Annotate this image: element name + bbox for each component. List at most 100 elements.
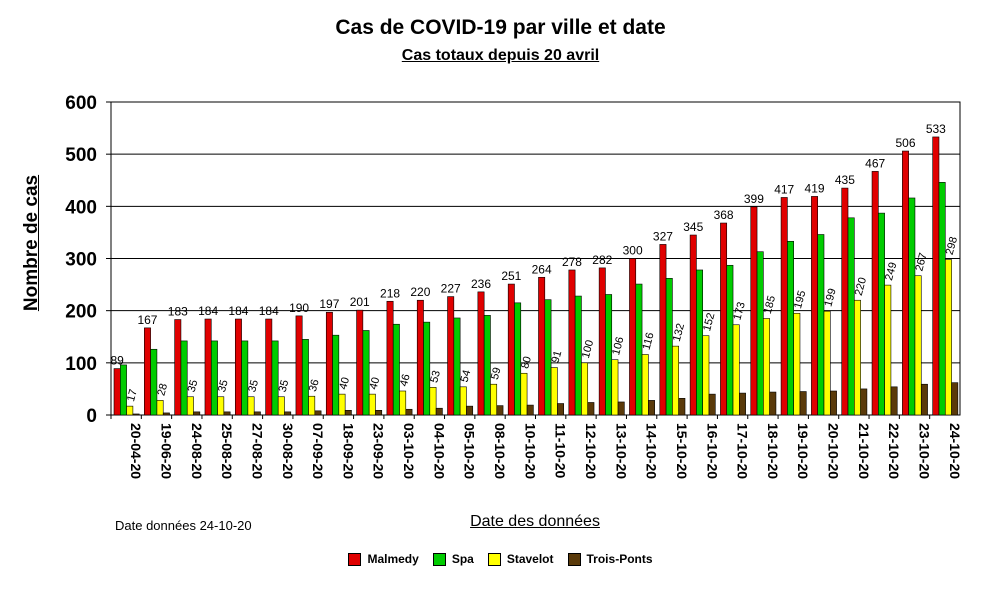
- bar-malmedy: [325, 311, 333, 416]
- bar-spa: [514, 302, 522, 416]
- data-label-malmedy: 417: [774, 182, 794, 196]
- y-tick-label: 400: [65, 197, 97, 218]
- bar-stavelot: [126, 405, 134, 416]
- x-tick-label: 18-09-20: [340, 423, 356, 479]
- data-label-malmedy: 419: [805, 181, 825, 195]
- bar-stavelot: [823, 310, 831, 416]
- bar-trois-ponts: [769, 391, 777, 416]
- data-label-malmedy: 184: [228, 304, 248, 318]
- x-tick-label: 17-10-20: [735, 423, 751, 479]
- data-date-note: Date données 24-10-20: [115, 518, 252, 533]
- bar-malmedy: [538, 276, 546, 416]
- bar-trois-ponts: [557, 403, 565, 416]
- bar-trois-ponts: [162, 412, 170, 416]
- bar-trois-ponts: [860, 388, 868, 416]
- bar-malmedy: [447, 296, 455, 416]
- x-tick-label: 23-10-20: [917, 423, 933, 479]
- bar-spa: [544, 299, 552, 416]
- bar-malmedy: [841, 187, 849, 416]
- bar-stavelot: [732, 324, 740, 416]
- x-tick-label: 04-10-20: [431, 423, 447, 479]
- bar-spa: [908, 197, 916, 416]
- bar-trois-ponts: [526, 404, 534, 416]
- legend-item-malmedy: Malmedy: [348, 552, 419, 566]
- data-label-stavelot: 173: [731, 301, 747, 322]
- bar-trois-ponts: [132, 413, 140, 416]
- data-label-malmedy: 506: [895, 136, 915, 150]
- bar-trois-ponts: [223, 411, 231, 416]
- chart-title: Cas de COVID-19 par ville et date: [335, 16, 666, 39]
- bar-trois-ponts: [799, 391, 807, 416]
- bar-malmedy: [416, 299, 424, 416]
- bar-stavelot: [944, 259, 952, 416]
- legend: Malmedy Spa Stavelot Trois-Ponts: [0, 552, 1001, 566]
- data-label-malmedy: 533: [926, 122, 946, 136]
- y-tick-label: 0: [86, 406, 97, 427]
- bar-spa: [817, 234, 825, 416]
- bar-stavelot: [277, 396, 285, 416]
- data-label-malmedy: 184: [198, 304, 218, 318]
- bar-malmedy: [598, 267, 606, 416]
- x-tick-label: 16-10-20: [704, 423, 720, 479]
- bar-malmedy: [902, 150, 909, 416]
- data-label-stavelot: 40: [368, 376, 383, 391]
- bar-spa: [847, 217, 855, 416]
- bar-stavelot: [338, 393, 346, 416]
- x-tick-label: 10-10-20: [522, 423, 538, 479]
- bar-spa: [210, 340, 218, 416]
- bar-spa: [241, 340, 249, 416]
- data-label-stavelot: 28: [155, 382, 170, 397]
- legend-label-trois-ponts: Trois-Ponts: [586, 552, 653, 566]
- x-tick-label: 03-10-20: [401, 423, 417, 479]
- bar-trois-ponts: [375, 410, 383, 416]
- data-label-malmedy: 220: [410, 285, 430, 299]
- x-tick-label: 07-09-20: [310, 423, 326, 479]
- data-label-malmedy: 167: [137, 313, 157, 327]
- bar-trois-ponts: [920, 383, 928, 416]
- data-label-malmedy: 278: [562, 255, 582, 269]
- y-tick-label: 300: [65, 250, 97, 271]
- data-label-stavelot: 267: [913, 252, 929, 273]
- data-label-stavelot: 35: [216, 379, 231, 394]
- bar-malmedy: [204, 318, 212, 416]
- bar-trois-ponts: [253, 411, 261, 416]
- bar-trois-ponts: [739, 392, 746, 416]
- bar-stavelot: [186, 396, 194, 416]
- bar-malmedy: [689, 234, 697, 416]
- bar-spa: [726, 264, 734, 416]
- y-tick-label: 600: [65, 93, 97, 114]
- legend-label-malmedy: Malmedy: [367, 552, 419, 566]
- x-tick-label: 19-06-20: [158, 423, 174, 479]
- bar-spa: [878, 212, 885, 416]
- data-label-stavelot: 195: [792, 289, 808, 310]
- bar-stavelot: [217, 396, 225, 416]
- bar-stavelot: [550, 367, 558, 416]
- data-label-stavelot: 46: [398, 373, 413, 388]
- bar-malmedy: [386, 300, 394, 416]
- bar-trois-ponts: [708, 393, 716, 416]
- bar-trois-ponts: [466, 405, 474, 416]
- bar-malmedy: [234, 318, 242, 416]
- chart-subtitle: Cas totaux depuis 20 avril: [401, 47, 600, 64]
- data-label-malmedy: 201: [350, 295, 370, 309]
- x-tick-label: 23-09-20: [371, 423, 387, 479]
- x-tick-label: 21-10-20: [856, 423, 872, 479]
- data-label-stavelot: 17: [125, 388, 140, 403]
- data-label-stavelot: 80: [519, 355, 534, 370]
- bar-spa: [605, 294, 613, 416]
- bar-trois-ponts: [648, 400, 655, 416]
- bar-stavelot: [793, 312, 801, 416]
- data-label-stavelot: 40: [337, 376, 352, 391]
- bar-stavelot: [247, 396, 255, 416]
- bar-trois-ponts: [678, 398, 686, 416]
- bar-malmedy: [507, 283, 515, 416]
- bar-trois-ponts: [890, 386, 898, 416]
- bar-trois-ponts: [829, 390, 837, 416]
- bar-stavelot: [914, 275, 922, 416]
- data-label-malmedy: 399: [744, 192, 764, 206]
- legend-swatch-malmedy: [348, 552, 362, 566]
- bar-spa: [756, 251, 764, 416]
- data-label-malmedy: 218: [380, 286, 400, 300]
- bar-spa: [180, 340, 188, 416]
- x-tick-label: 18-10-20: [765, 423, 781, 479]
